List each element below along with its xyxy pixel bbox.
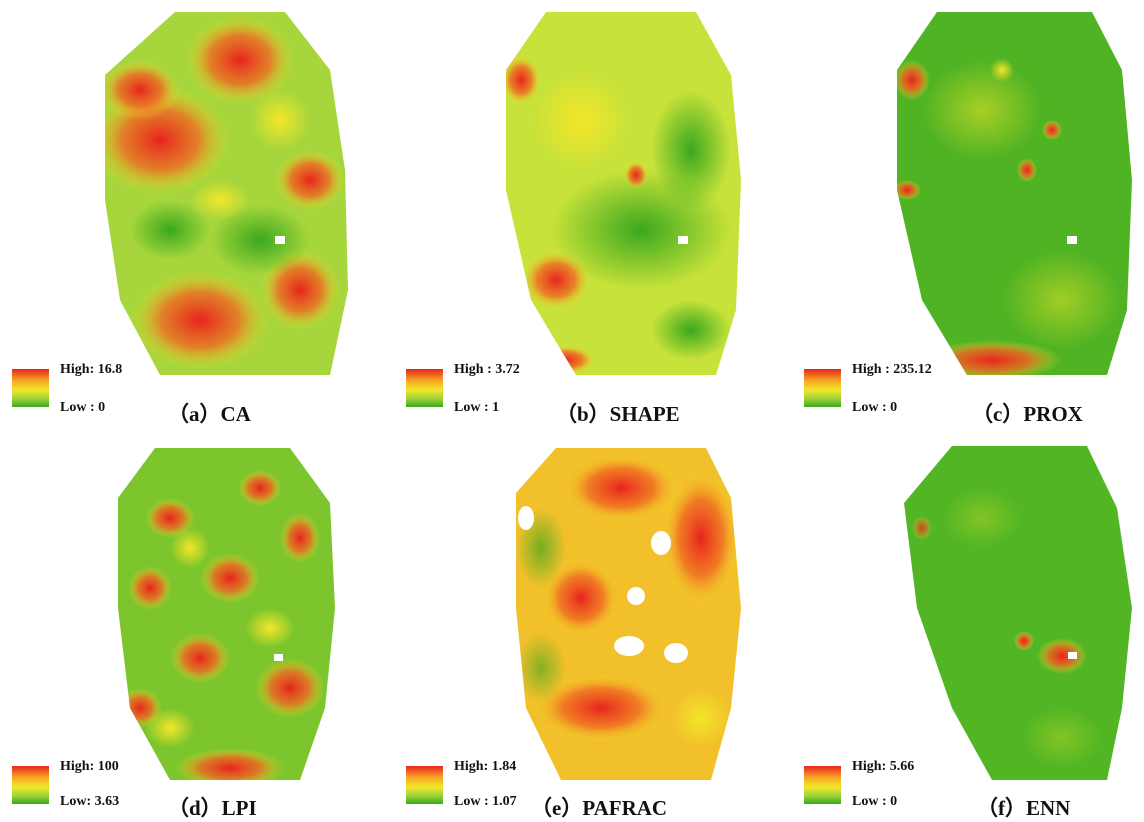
- panel-prox: High : 235.12 Low : 0 （c）PROX: [762, 0, 1143, 426]
- legend-high-label: High: 5.66: [852, 759, 915, 774]
- legend-high-label: High: 100: [60, 759, 119, 774]
- legend-gradient: [406, 369, 443, 407]
- legend-gradient: [12, 369, 49, 407]
- shape-map: [506, 12, 741, 375]
- panel-caption: （e）PAFRAC: [531, 796, 668, 820]
- panel-shape: High : 3.72 Low : 1 （b）SHAPE: [381, 0, 762, 426]
- legend-high-label: High: 1.84: [454, 759, 517, 774]
- legend-high-label: High : 235.12: [852, 362, 932, 377]
- legend-low-label: Low : 0: [60, 400, 106, 415]
- legend-low-label: Low : 1: [454, 400, 500, 415]
- panel-caption: （c）PROX: [972, 402, 1083, 426]
- legend-gradient: [406, 766, 443, 804]
- panel-caption: （f）ENN: [977, 796, 1071, 820]
- legend-low-label: Low : 0: [852, 400, 898, 415]
- legend-high-label: High : 3.72: [454, 362, 520, 377]
- panel-lpi: High: 100 Low: 3.63 （d）LPI: [0, 408, 381, 820]
- legend-gradient: [804, 369, 841, 407]
- legend-gradient: [12, 766, 49, 804]
- panel-caption: （b）SHAPE: [556, 402, 680, 426]
- legend-low-label: Low: 3.63: [60, 794, 120, 809]
- lpi-map: [118, 448, 335, 780]
- panel-enn: High: 5.66 Low : 0 （f）ENN: [762, 408, 1143, 820]
- pafrac-map: [516, 448, 741, 780]
- panel-ca: High: 16.8 Low : 0 （a）CA: [0, 0, 381, 426]
- panel-caption: （d）LPI: [168, 796, 257, 820]
- legend-gradient: [804, 766, 841, 804]
- ca-map: [105, 12, 348, 375]
- panel-caption: （a）CA: [168, 402, 251, 426]
- legend-low-label: Low : 1.07: [454, 794, 517, 809]
- panel-pafrac: High: 1.84 Low : 1.07 （e）PAFRAC: [381, 408, 762, 820]
- legend-high-label: High: 16.8: [60, 362, 123, 377]
- legend-low-label: Low : 0: [852, 794, 898, 809]
- enn-map: [904, 446, 1132, 780]
- prox-map: [897, 12, 1132, 375]
